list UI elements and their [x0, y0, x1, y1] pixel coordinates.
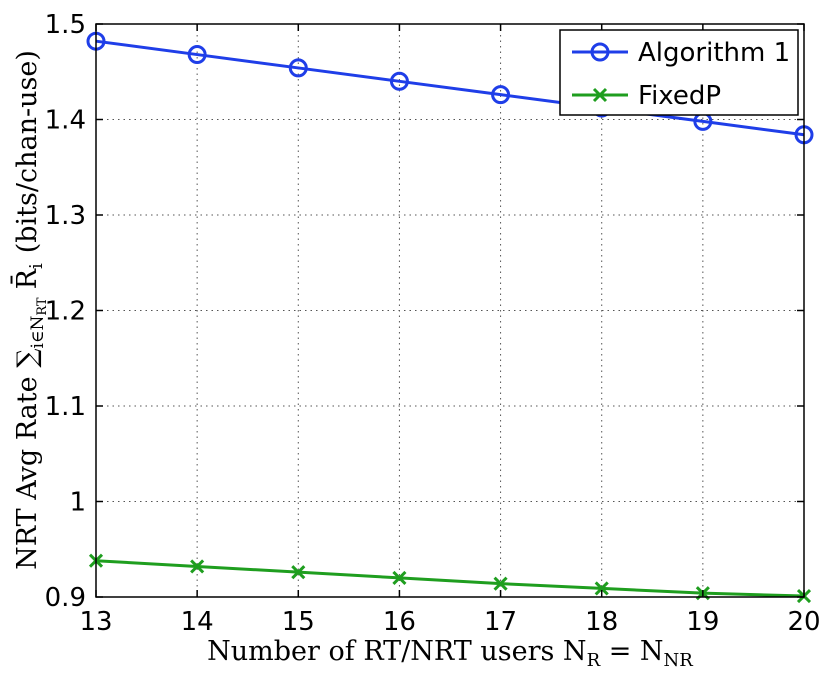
- legend-label-algorithm1: Algorithm 1: [638, 38, 790, 68]
- point-fixedp: [594, 581, 609, 596]
- legend-marker-algorithm1: [590, 42, 610, 62]
- y-tick-label: 1.4: [45, 106, 86, 136]
- y-tick-label: 1.3: [45, 201, 86, 231]
- tick-labels: 13 14 15 16 17 18 19 20 0.9 1 1.1 1.2 1.3 1.4 1.5: [45, 10, 821, 637]
- y-tick-label: 1: [69, 488, 86, 518]
- y-axis-label: NRT Avg Rate ∑i∈NRTR̄i(bits/chan-use): [9, 50, 50, 570]
- x-tick-label: 16: [383, 607, 416, 637]
- x-axis-label: Number of RT/NRT users NR = NNR: [207, 636, 693, 671]
- point-algorithm1: [389, 71, 409, 91]
- series-layer: [86, 31, 814, 604]
- x-tick-label: 14: [181, 607, 214, 637]
- point-fixedp: [291, 565, 306, 580]
- x-tick-label: 13: [79, 607, 112, 637]
- x-tick-label: 19: [686, 607, 719, 637]
- point-algorithm1: [491, 85, 511, 105]
- x-tick-label: 15: [282, 607, 315, 637]
- point-algorithm1: [288, 58, 308, 78]
- point-fixedp: [190, 559, 205, 574]
- point-fixedp: [493, 576, 508, 591]
- point-fixedp: [392, 570, 407, 585]
- series-line-algorithm1: [95, 39, 805, 137]
- legend-label-fixedp: FixedP: [638, 81, 721, 111]
- x-tick-label: 17: [484, 607, 517, 637]
- x-tick-label: 20: [787, 607, 820, 637]
- legend: Algorithm 1 FixedP: [559, 29, 799, 116]
- x-tick-label: 18: [585, 607, 618, 637]
- y-tick-label: 1.2: [45, 297, 86, 327]
- y-tick-label: 1.1: [45, 392, 86, 422]
- y-tick-label: 0.9: [45, 583, 86, 613]
- series-line-fixedp: [95, 559, 805, 598]
- y-tick-label: 1.5: [45, 10, 86, 40]
- legend-marker-fixedp: [592, 87, 608, 103]
- point-algorithm1: [187, 45, 207, 65]
